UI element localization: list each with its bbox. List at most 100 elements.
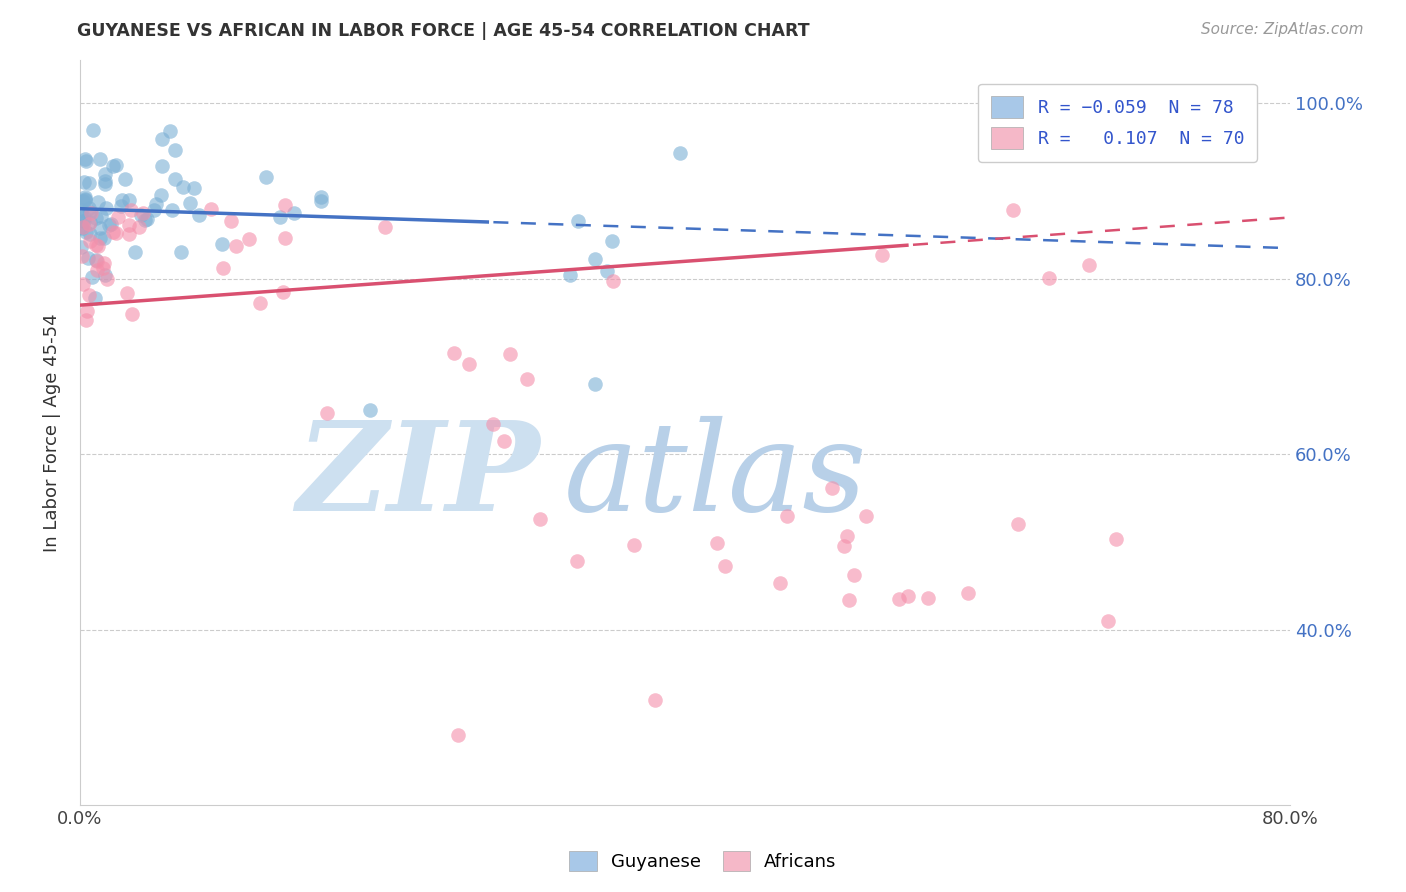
Point: [75, 190, 97, 204]
Point: [832, 539, 855, 553]
Point: [89, 221, 111, 235]
Point: [842, 567, 865, 582]
Point: [150, 159, 173, 173]
Point: [516, 372, 538, 386]
Point: [159, 124, 181, 138]
Point: [212, 261, 235, 276]
Point: [163, 143, 186, 157]
Point: [129, 208, 152, 222]
Point: [93, 231, 115, 245]
Point: [79, 205, 101, 219]
Point: [134, 213, 156, 227]
Point: [117, 285, 139, 300]
Point: [145, 197, 167, 211]
Point: [70, 203, 93, 218]
Point: [1105, 532, 1128, 546]
Point: [1097, 614, 1119, 628]
Point: [86, 254, 108, 268]
Point: [121, 307, 143, 321]
Point: [269, 210, 291, 224]
Point: [114, 172, 136, 186]
Point: [79, 288, 101, 302]
Point: [104, 158, 127, 172]
Point: [75, 153, 97, 167]
Point: [79, 234, 101, 248]
Point: [87, 195, 110, 210]
Point: [75, 192, 97, 206]
Point: [494, 434, 516, 448]
Point: [714, 559, 737, 574]
Point: [855, 508, 877, 523]
Point: [172, 179, 194, 194]
Point: [79, 215, 101, 229]
Point: [86, 211, 108, 226]
Point: [225, 239, 247, 253]
Point: [776, 508, 799, 523]
Point: [482, 417, 505, 431]
Point: [238, 232, 260, 246]
Point: [567, 214, 589, 228]
Point: [110, 199, 132, 213]
Point: [73, 213, 96, 227]
Point: [101, 225, 124, 239]
Point: [77, 217, 100, 231]
Point: [443, 346, 465, 360]
Point: [374, 220, 396, 235]
Point: [77, 251, 100, 265]
Point: [200, 202, 222, 216]
Point: [111, 193, 134, 207]
Text: Source: ZipAtlas.com: Source: ZipAtlas.com: [1201, 22, 1364, 37]
Point: [73, 210, 96, 224]
Point: [94, 201, 117, 215]
Point: [602, 234, 624, 248]
Point: [75, 312, 97, 326]
Text: ZIP: ZIP: [297, 417, 540, 538]
Point: [458, 357, 481, 371]
Point: [359, 403, 381, 417]
Point: [124, 244, 146, 259]
Point: [706, 536, 728, 550]
Point: [274, 231, 297, 245]
Point: [254, 170, 277, 185]
Point: [118, 218, 141, 232]
Point: [188, 208, 211, 222]
Point: [529, 512, 551, 526]
Point: [309, 190, 332, 204]
Point: [90, 210, 112, 224]
Point: [668, 146, 690, 161]
Point: [150, 131, 173, 145]
Point: [100, 217, 122, 231]
Point: [567, 554, 589, 568]
Point: [89, 152, 111, 166]
Point: [283, 205, 305, 219]
Point: [70, 206, 93, 220]
Legend: R = −0.059  N = 78, R =   0.107  N = 70: R = −0.059 N = 78, R = 0.107 N = 70: [979, 84, 1257, 162]
Point: [768, 576, 790, 591]
Point: [84, 252, 107, 267]
Point: [73, 175, 96, 189]
Point: [70, 220, 93, 235]
Point: [103, 159, 125, 173]
Point: [75, 225, 97, 239]
Point: [93, 167, 115, 181]
Point: [70, 249, 93, 263]
Point: [82, 270, 104, 285]
Point: [271, 285, 294, 300]
Point: [596, 264, 619, 278]
Point: [499, 347, 522, 361]
Point: [583, 377, 606, 392]
Point: [309, 194, 332, 208]
Point: [1078, 258, 1101, 272]
Point: [94, 177, 117, 191]
Point: [93, 268, 115, 282]
Point: [105, 227, 128, 241]
Point: [117, 193, 139, 207]
Point: [79, 227, 101, 241]
Point: [821, 481, 844, 495]
Point: [249, 295, 271, 310]
Point: [77, 176, 100, 190]
Point: [274, 198, 297, 212]
Point: [77, 201, 100, 215]
Point: [1002, 203, 1025, 218]
Point: [142, 203, 165, 218]
